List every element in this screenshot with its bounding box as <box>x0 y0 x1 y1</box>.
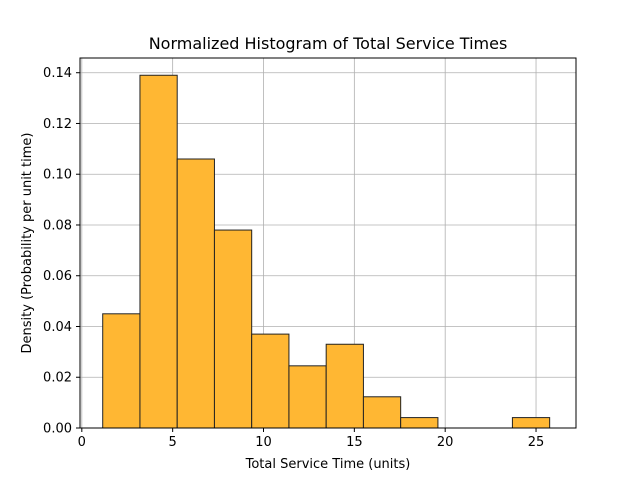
histogram-bar <box>139 74 178 429</box>
x-ticks-layer: 0 5 10 15 20 25 <box>78 428 545 450</box>
x-tick-label: 20 <box>437 435 454 450</box>
y-tick-label: 0.12 <box>43 117 72 132</box>
histogram-bar <box>400 417 439 429</box>
histogram-bar <box>102 313 141 429</box>
y-tick-label: 0.06 <box>43 269 72 284</box>
x-tick-label: 10 <box>255 435 272 450</box>
histogram-bar <box>251 333 290 429</box>
histogram-bar <box>325 343 364 429</box>
histogram-bar <box>176 158 215 429</box>
y-tick-label: 0.02 <box>43 371 72 386</box>
plot-frame <box>79 57 577 429</box>
y-ticks-layer: 0.00 0.02 0.04 0.06 0.08 0.10 0.12 0.14 <box>43 66 80 437</box>
y-tick-label: 0.04 <box>43 320 72 335</box>
histogram-bar <box>362 396 402 429</box>
histogram-bar <box>511 417 551 429</box>
histogram-bar <box>213 229 253 429</box>
histogram-bar <box>288 365 327 429</box>
x-axis-label: Total Service Time (units) <box>245 457 411 472</box>
y-tick-label: 0.00 <box>43 422 72 437</box>
x-tick-label: 5 <box>169 435 177 450</box>
y-axis-label: Density (Probability per unit time) <box>20 133 35 354</box>
chart-title: Normalized Histogram of Total Service Ti… <box>149 34 508 53</box>
y-tick-label: 0.14 <box>43 66 72 81</box>
x-tick-label: 0 <box>78 435 86 450</box>
bars-layer <box>102 74 551 429</box>
x-tick-label: 25 <box>528 435 545 450</box>
x-tick-label: 15 <box>346 435 363 450</box>
y-tick-label: 0.10 <box>43 168 72 183</box>
y-tick-label: 0.08 <box>43 218 72 233</box>
